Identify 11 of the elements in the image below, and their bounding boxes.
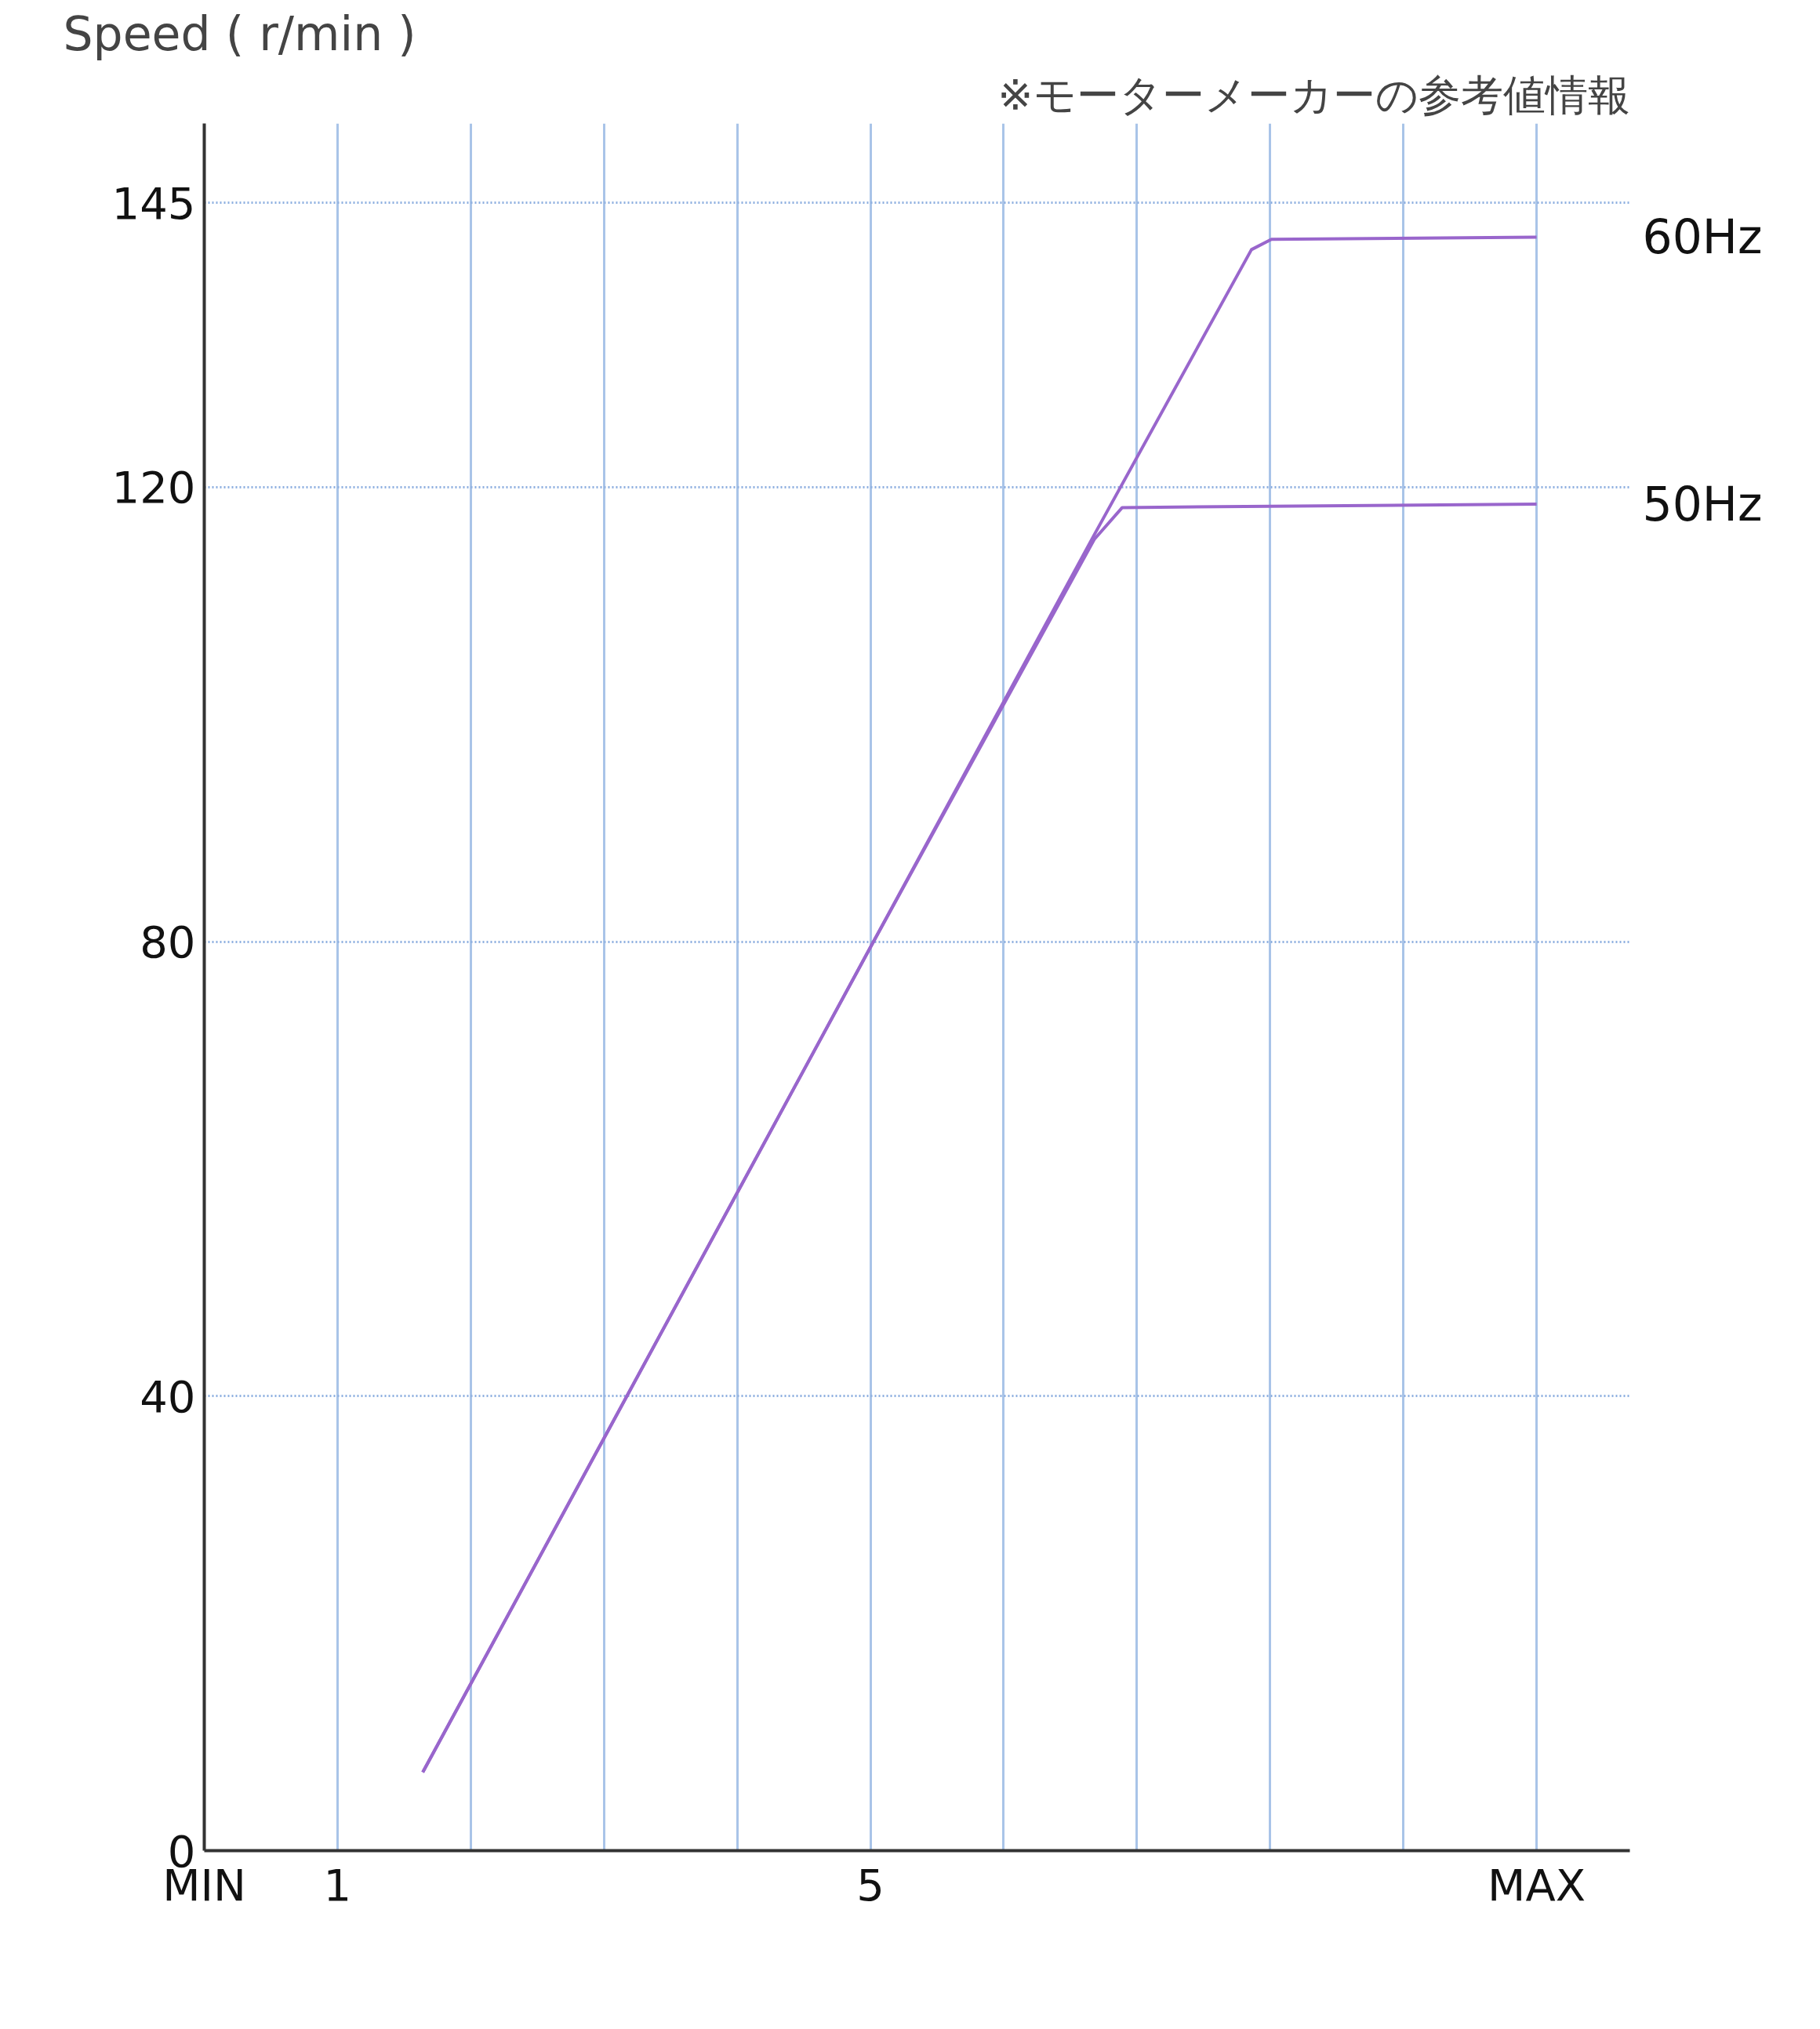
y-axis-title: Speed ( r/min ) [63,5,416,61]
y-tick-label: 120 [111,462,196,514]
y-tick-label: 80 [140,916,196,968]
y-tick-label: 40 [140,1370,196,1422]
x-tick-label: 1 [323,1859,352,1911]
text: 60Hz [1642,209,1763,265]
x-tick-label: MAX [1488,1859,1586,1911]
text: ※モーターメーカーの参考値情報 [997,70,1630,120]
x-tick-label: 5 [856,1859,885,1911]
text: 50Hz [1642,477,1763,532]
y-tick-label: 145 [111,177,196,229]
